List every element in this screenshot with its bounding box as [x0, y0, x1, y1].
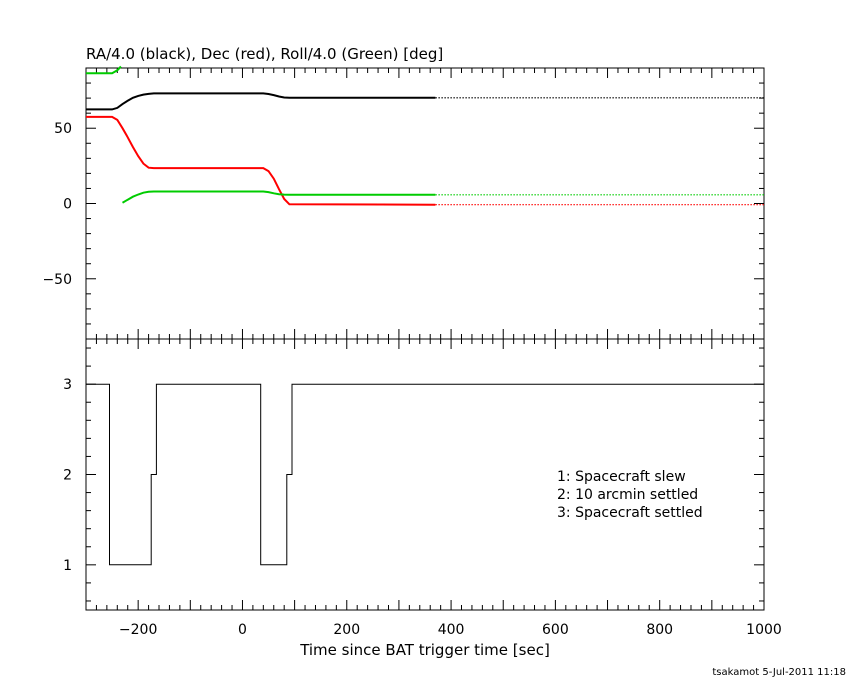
top-y-tick-label: −50: [42, 272, 72, 288]
bottom-y-tick-label: 1: [63, 558, 72, 574]
top-series-5: [122, 190, 436, 204]
x-tick-label: 0: [238, 622, 247, 638]
top-series-0: [86, 92, 436, 111]
x-tick-label: 1000: [746, 622, 782, 638]
legend-entry-2: 2: 10 arcmin settled: [557, 487, 698, 503]
top-panel-title: RA/4.0 (black), Dec (red), Roll/4.0 (Gre…: [86, 45, 443, 63]
top-panel-ticks: [85, 67, 765, 340]
x-tick-label: 600: [542, 622, 569, 638]
legend-entry-3: 3: Spacecraft settled: [557, 505, 703, 521]
x-tick-label: 200: [333, 622, 360, 638]
tick-labels: −50 0 50 1 2 3 −200 0 200 400 600 800 1000: [42, 121, 781, 638]
top-panel-frame: [85, 67, 765, 340]
bottom-panel-series: [86, 383, 764, 566]
x-tick-label: 800: [646, 622, 673, 638]
bottom-y-tick-label: 2: [63, 468, 72, 484]
bottom-panel-ticks: [85, 339, 765, 610]
top-series-2: [86, 115, 436, 206]
x-axis-label: Time since BAT trigger time [sec]: [299, 641, 550, 659]
x-tick-label: 400: [438, 622, 465, 638]
top-panel-series: [86, 65, 764, 206]
top-y-tick-label: 0: [63, 197, 72, 213]
footer-stamp: tsakamot 5-Jul-2011 11:18: [712, 667, 846, 678]
legend-entry-1: 1: Spacecraft slew: [557, 469, 686, 485]
bottom-series-0: [86, 383, 764, 566]
top-y-tick-label: 50: [54, 121, 72, 137]
bottom-y-tick-label: 3: [63, 377, 72, 393]
x-tick-label: −200: [119, 622, 157, 638]
top-series-4: [86, 65, 122, 75]
